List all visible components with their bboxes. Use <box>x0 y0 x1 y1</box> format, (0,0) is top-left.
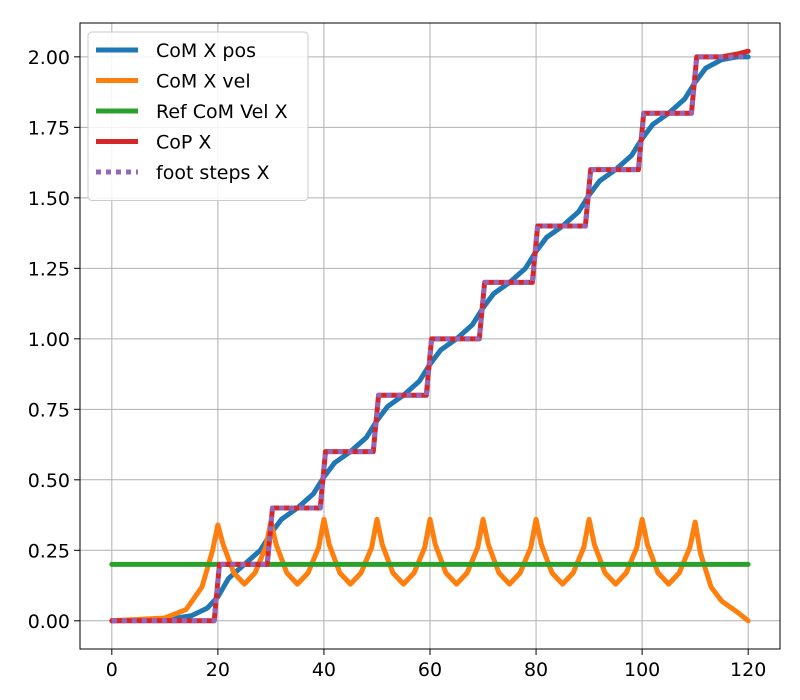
legend-label: CoM X vel <box>156 71 251 93</box>
x-tick-label: 80 <box>524 659 548 681</box>
y-tick-label: 1.25 <box>28 258 70 280</box>
legend-label: foot steps X <box>156 162 269 184</box>
x-tick-label: 60 <box>418 659 442 681</box>
y-tick-label: 0.00 <box>28 611 70 633</box>
legend-box <box>87 31 309 201</box>
x-tick-label: 100 <box>624 659 660 681</box>
legend-label: CoP X <box>156 132 211 154</box>
y-tick-label: 1.50 <box>28 188 70 210</box>
legend-label: Ref CoM Vel X <box>156 101 288 123</box>
x-tick-label: 120 <box>730 659 766 681</box>
y-tick-label: 0.75 <box>28 399 70 421</box>
series-line-foot-steps-x <box>111 54 749 624</box>
y-tick-label: 1.75 <box>28 117 70 139</box>
legend-label: CoM X pos <box>156 40 256 62</box>
y-tick-label: 2.00 <box>28 47 70 69</box>
x-tick-label: 20 <box>206 659 230 681</box>
series-layer <box>109 48 751 624</box>
y-tick-label: 1.00 <box>28 329 70 351</box>
y-tick-label: 0.25 <box>28 540 70 562</box>
y-axis: 0.00 0.25 0.50 0.75 1.00 1.25 1.50 1.75 2.00 <box>28 47 80 633</box>
x-tick-label: 40 <box>312 659 336 681</box>
y-tick-label: 0.50 <box>28 470 70 492</box>
x-axis: 0 20 40 60 80 100 120 <box>106 649 766 681</box>
x-tick-label: 0 <box>106 659 118 681</box>
legend: CoM X pos CoM X vel Ref CoM Vel X CoP X foot… <box>87 31 309 201</box>
